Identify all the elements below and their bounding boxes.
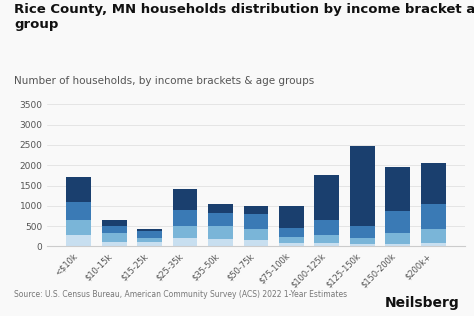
Bar [66, 202, 91, 220]
Bar [385, 233, 410, 244]
Bar [244, 214, 268, 228]
Bar [208, 239, 233, 246]
Bar [208, 204, 233, 213]
Bar [385, 211, 410, 233]
Bar [279, 228, 304, 236]
Bar [173, 238, 198, 246]
Bar [314, 235, 339, 243]
Bar [173, 226, 198, 238]
Bar [421, 229, 446, 243]
Bar [350, 226, 374, 238]
Text: Number of households, by income brackets & age groups: Number of households, by income brackets… [14, 76, 314, 86]
Bar [314, 220, 339, 235]
Bar [66, 177, 91, 202]
Bar [137, 231, 162, 238]
Text: Rice County, MN households distribution by income bracket and age
group: Rice County, MN households distribution … [14, 3, 474, 31]
Bar [102, 234, 127, 242]
Bar [350, 244, 374, 246]
Bar [102, 226, 127, 234]
Bar [279, 206, 304, 228]
Bar [279, 236, 304, 243]
Bar [350, 146, 374, 226]
Bar [173, 189, 198, 210]
Bar [279, 243, 304, 246]
Bar [66, 235, 91, 246]
Bar [244, 240, 268, 246]
Bar [244, 228, 268, 240]
Bar [137, 238, 162, 242]
Text: Source: U.S. Census Bureau, American Community Survey (ACS) 2022 1-Year Estimate: Source: U.S. Census Bureau, American Com… [14, 290, 347, 299]
Bar [102, 242, 127, 246]
Bar [208, 213, 233, 226]
Bar [208, 226, 233, 239]
Bar [385, 167, 410, 211]
Bar [421, 243, 446, 246]
Bar [137, 228, 162, 231]
Bar [421, 204, 446, 229]
Bar [137, 242, 162, 246]
Bar [102, 220, 127, 226]
Bar [244, 206, 268, 214]
Bar [385, 244, 410, 246]
Bar [314, 175, 339, 220]
Bar [421, 163, 446, 204]
Bar [66, 220, 91, 235]
Bar [350, 238, 374, 244]
Bar [314, 243, 339, 246]
Bar [173, 210, 198, 226]
Text: Neilsberg: Neilsberg [385, 296, 460, 310]
